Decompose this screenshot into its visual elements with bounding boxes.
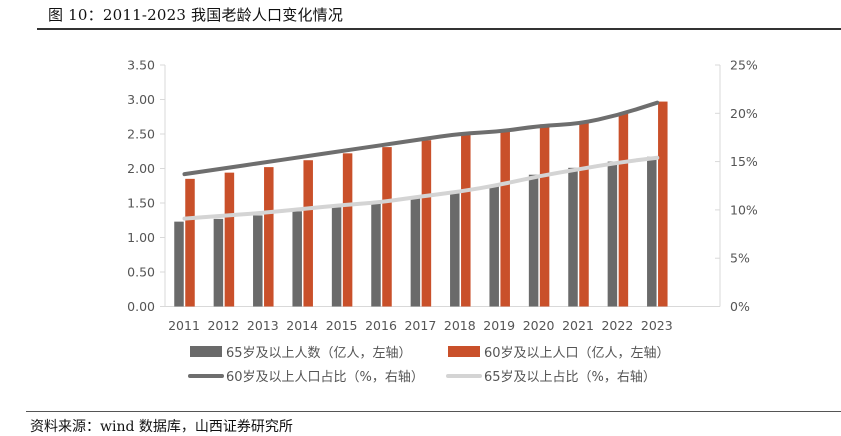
bar-pop60-2014 [303,160,313,306]
x-axis-tick-label: 2019 [483,318,515,333]
bars [174,102,667,307]
right-axis-tick-label: 5% [730,251,750,266]
left-axis-tick-label: 1.00 [127,230,155,245]
bar-pop65-2012 [214,219,224,307]
chart: 0.00 0.50 1.00 1.50 2.00 2.50 3.00 3.50 0% 5% 10% 1… [0,0,841,426]
legend-label: 60岁及以上人口占比（%，右轴） [226,370,424,385]
legend-item-1: 65岁及以上人数（亿人，左轴） [190,346,412,361]
bar-pop65-2016 [371,203,381,307]
legend-label: 65岁及以上人数（亿人，左轴） [226,346,412,361]
bar-pop60-2011 [185,179,195,307]
right-axis-tick-label: 0% [730,299,750,314]
bar-pop65-2011 [174,222,184,307]
left-axis-tick-label: 3.50 [127,58,155,73]
bar-pop60-2013 [264,167,274,306]
x-axis-tick-label: 2013 [247,318,279,333]
bar-pop60-2022 [619,113,629,306]
bar-pop65-2021 [568,168,578,307]
left-axis-tick-label: 0.00 [127,299,155,314]
left-axis-tick-label: 2.50 [127,127,155,142]
left-axis-tick-label: 0.50 [127,265,155,280]
x-axis-tick-label: 2015 [326,318,358,333]
bar-pop65-2014 [292,211,302,306]
bar-pop60-2017 [422,140,432,306]
bar-pop65-2023 [647,157,657,307]
axes [160,65,720,307]
x-axis-tick-label: 2018 [444,318,476,333]
left-axis-tick-label: 1.50 [127,196,155,211]
bar-pop60-2020 [540,124,550,306]
x-axis-tick-label: 2011 [168,318,200,333]
bar-pop60-2019 [500,131,510,306]
x-axis-tick-label: 2012 [207,318,239,333]
bar-pop60-2023 [658,102,668,307]
bar-pop60-2016 [382,147,392,306]
x-axis-tick-label: 2016 [365,318,397,333]
bar-pop60-2012 [225,173,235,307]
bar-pop65-2015 [332,207,342,306]
bottom-rule [26,411,841,412]
right-axis-tick-label: 25% [730,58,758,73]
bar-pop65-2022 [608,162,618,307]
bar-pop60-2018 [461,135,471,307]
left-axis-tick-label: 3.00 [127,92,155,107]
bar-pop65-2017 [411,197,421,306]
x-axis-tick-label: 2020 [523,318,555,333]
legend-label: 60岁及以上人口（亿人，左轴） [484,346,670,361]
legend-swatch-bar [448,346,480,357]
x-axis-tick-label: 2023 [641,318,673,333]
right-axis-tick-label: 15% [730,154,758,169]
x-axis-tick-label: 2021 [562,318,594,333]
legend: 65岁及以上人数（亿人，左轴） 60岁及以上人口（亿人，左轴） 60岁及以上人口占比… [190,346,670,385]
bar-pop65-2019 [489,185,499,306]
bar-pop60-2021 [579,122,589,306]
legend-item-3: 60岁及以上人口占比（%，右轴） [190,370,424,385]
source-note: 资料来源：wind 数据库，山西证券研究所 [30,416,293,436]
x-axis-tick-label: 2022 [601,318,633,333]
bar-pop65-2020 [529,175,539,307]
bar-pop65-2013 [253,215,262,306]
x-axis-tick-label: 2014 [286,318,318,333]
right-axis-tick-label: 20% [730,106,758,121]
bar-pop60-2015 [343,153,353,306]
right-axis-tick-label: 10% [730,202,758,217]
legend-item-2: 60岁及以上人口（亿人，左轴） [448,346,670,361]
legend-label: 65岁及以上占比（%，右轴） [484,370,656,385]
left-axis-tick-label: 2.00 [127,161,155,176]
x-axis-tick-label: 2017 [404,318,436,333]
legend-swatch-bar [190,346,222,357]
legend-item-4: 65岁及以上占比（%，右轴） [448,370,656,385]
bar-pop65-2018 [450,192,460,307]
